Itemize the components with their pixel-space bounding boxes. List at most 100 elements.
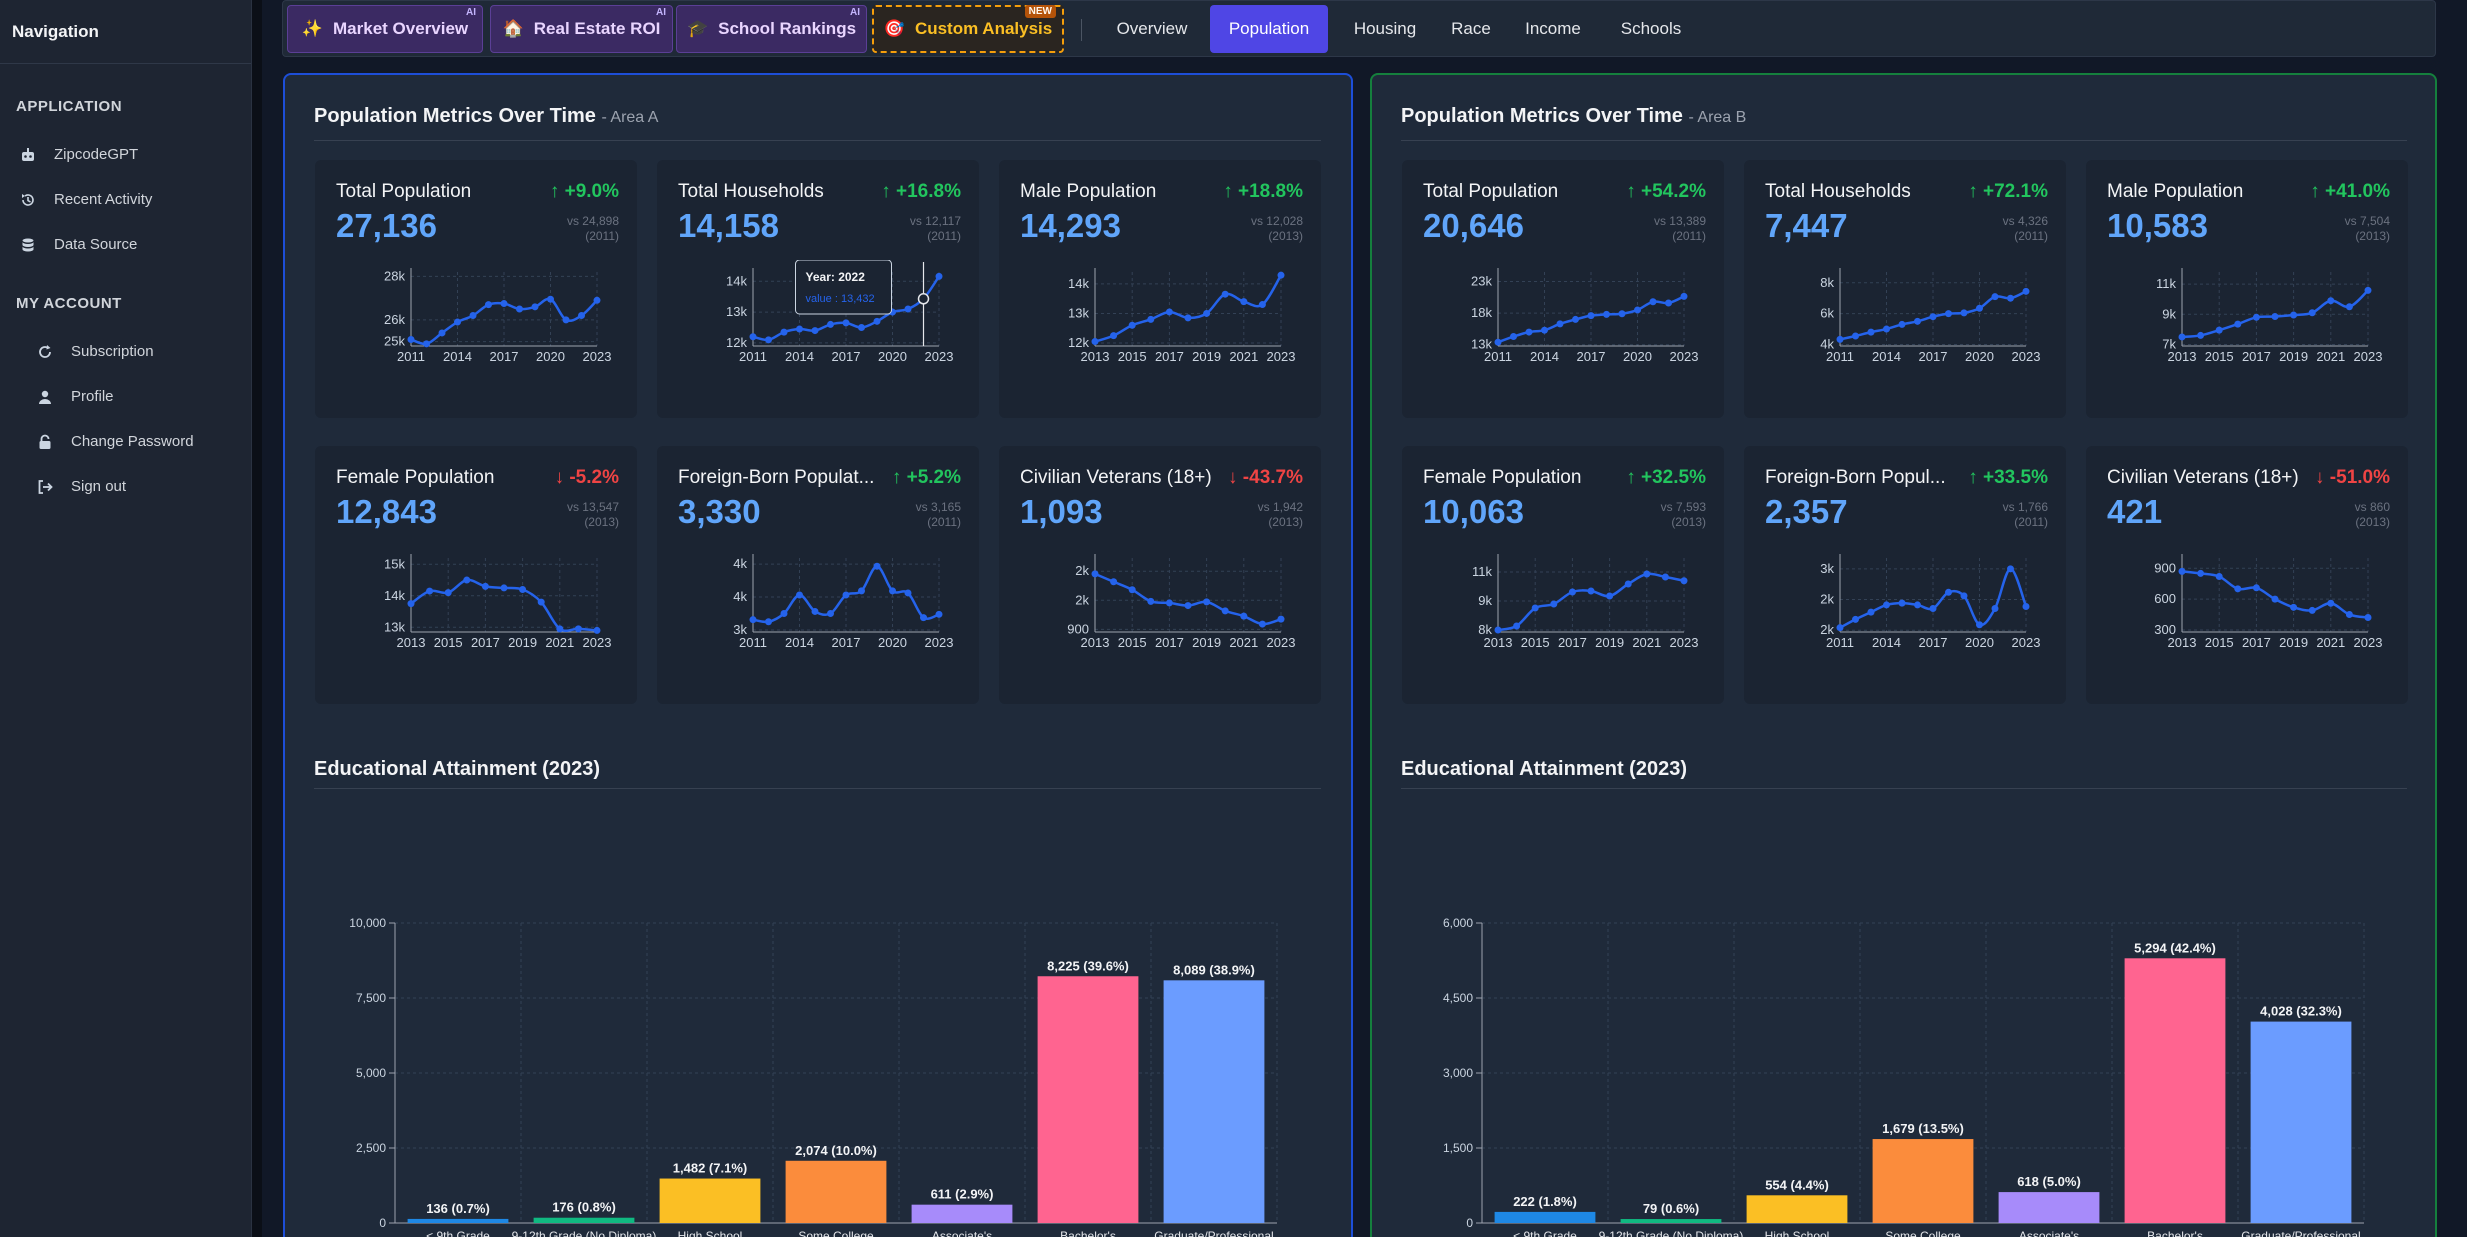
bar[interactable] <box>1037 976 1139 1223</box>
data-point[interactable] <box>920 614 927 622</box>
sidebar-item-profile[interactable]: Profile <box>37 388 114 405</box>
data-point[interactable] <box>2007 565 2014 573</box>
bar[interactable] <box>1746 1195 1848 1223</box>
data-point[interactable] <box>1883 601 1890 609</box>
data-point[interactable] <box>935 272 943 280</box>
data-point[interactable] <box>904 589 912 597</box>
data-point[interactable] <box>935 610 943 618</box>
data-point[interactable] <box>593 296 601 304</box>
data-point[interactable] <box>1643 570 1651 578</box>
data-point[interactable] <box>1147 315 1155 323</box>
tab-market-overview[interactable]: ✨ Market Overview AI <box>287 5 483 53</box>
data-point[interactable] <box>469 312 477 320</box>
data-point[interactable] <box>2178 567 2186 575</box>
data-point[interactable] <box>2327 599 2335 607</box>
data-point[interactable] <box>1914 601 1921 609</box>
data-point[interactable] <box>1945 310 1952 318</box>
data-point[interactable] <box>1110 578 1118 586</box>
data-point[interactable] <box>1991 293 1999 301</box>
sidebar-item-zipcodegpt[interactable]: ZipcodeGPT <box>20 146 138 163</box>
data-point[interactable] <box>1867 608 1875 616</box>
data-point[interactable] <box>2364 286 2372 294</box>
data-point[interactable] <box>2345 611 2353 619</box>
data-point[interactable] <box>1494 338 1502 346</box>
tab-custom-analysis[interactable]: 🎯 Custom Analysis NEW <box>872 5 1064 53</box>
data-point[interactable] <box>2271 313 2279 321</box>
data-point[interactable] <box>780 610 788 617</box>
data-point[interactable] <box>1513 622 1521 630</box>
data-point[interactable] <box>1867 328 1875 336</box>
bar[interactable] <box>533 1217 635 1223</box>
bar[interactable] <box>1163 980 1265 1223</box>
data-point[interactable] <box>749 616 757 624</box>
data-point[interactable] <box>1091 338 1099 346</box>
data-point[interactable] <box>454 318 461 326</box>
data-point[interactable] <box>796 325 803 333</box>
bar[interactable] <box>1620 1219 1722 1223</box>
data-point[interactable] <box>780 328 788 336</box>
data-point[interactable] <box>1494 626 1502 634</box>
data-point[interactable] <box>842 319 850 327</box>
data-point[interactable] <box>407 335 415 343</box>
data-point[interactable] <box>1203 598 1211 606</box>
data-point[interactable] <box>537 598 545 606</box>
data-point[interactable] <box>1184 602 1192 610</box>
data-point[interactable] <box>519 585 527 593</box>
data-point[interactable] <box>1568 588 1576 596</box>
data-point[interactable] <box>842 591 850 599</box>
tab-overview[interactable]: Overview <box>1116 19 1188 38</box>
data-point[interactable] <box>444 589 452 597</box>
sidebar-item-change-password[interactable]: Change Password <box>37 433 194 450</box>
data-point[interactable] <box>1203 309 1211 317</box>
data-point[interactable] <box>858 587 865 595</box>
data-point[interactable] <box>1624 580 1632 588</box>
data-point[interactable] <box>547 295 554 303</box>
data-point[interactable] <box>2290 311 2298 319</box>
data-point[interactable] <box>1665 299 1672 307</box>
data-point[interactable] <box>889 587 896 595</box>
data-point[interactable] <box>1221 607 1229 615</box>
data-point[interactable] <box>463 576 471 584</box>
data-point[interactable] <box>765 618 772 626</box>
data-point[interactable] <box>1852 332 1859 340</box>
data-point[interactable] <box>1852 615 1859 623</box>
data-point[interactable] <box>1165 308 1173 316</box>
data-point[interactable] <box>426 587 434 595</box>
data-point[interactable] <box>1929 313 1937 321</box>
data-point[interactable] <box>749 333 757 341</box>
data-point[interactable] <box>556 625 564 633</box>
tab-housing[interactable]: Housing <box>1353 19 1417 38</box>
sidebar-item-recent-activity[interactable]: Recent Activity <box>20 191 152 208</box>
data-point[interactable] <box>1240 298 1248 306</box>
data-point[interactable] <box>1587 312 1595 320</box>
data-point[interactable] <box>827 610 834 617</box>
data-point[interactable] <box>2178 333 2186 341</box>
data-point[interactable] <box>2197 569 2205 577</box>
data-point[interactable] <box>1976 304 1983 312</box>
data-point[interactable] <box>1184 314 1192 322</box>
data-point[interactable] <box>2234 585 2242 593</box>
data-point[interactable] <box>593 626 601 634</box>
data-point[interactable] <box>500 584 508 592</box>
data-point[interactable] <box>1091 570 1099 578</box>
tab-schools[interactable]: Schools <box>1620 19 1682 38</box>
data-point[interactable] <box>1221 290 1229 298</box>
bar[interactable] <box>407 1218 509 1223</box>
data-point[interactable] <box>858 324 865 331</box>
data-point[interactable] <box>1572 315 1579 323</box>
bar[interactable] <box>1998 1192 2100 1223</box>
data-point[interactable] <box>2022 602 2030 610</box>
data-point[interactable] <box>1606 592 1614 600</box>
data-point[interactable] <box>2215 573 2223 580</box>
data-point[interactable] <box>574 625 582 633</box>
data-point[interactable] <box>2327 297 2335 305</box>
data-point[interactable] <box>407 600 415 608</box>
data-point[interactable] <box>2007 294 2014 302</box>
data-point[interactable] <box>2252 313 2260 321</box>
data-point[interactable] <box>796 591 803 599</box>
data-point[interactable] <box>1680 292 1688 300</box>
data-point[interactable] <box>2308 309 2316 317</box>
data-point[interactable] <box>1960 309 1968 317</box>
sidebar-item-data-source[interactable]: Data Source <box>20 236 137 253</box>
bar[interactable] <box>2124 958 2226 1223</box>
